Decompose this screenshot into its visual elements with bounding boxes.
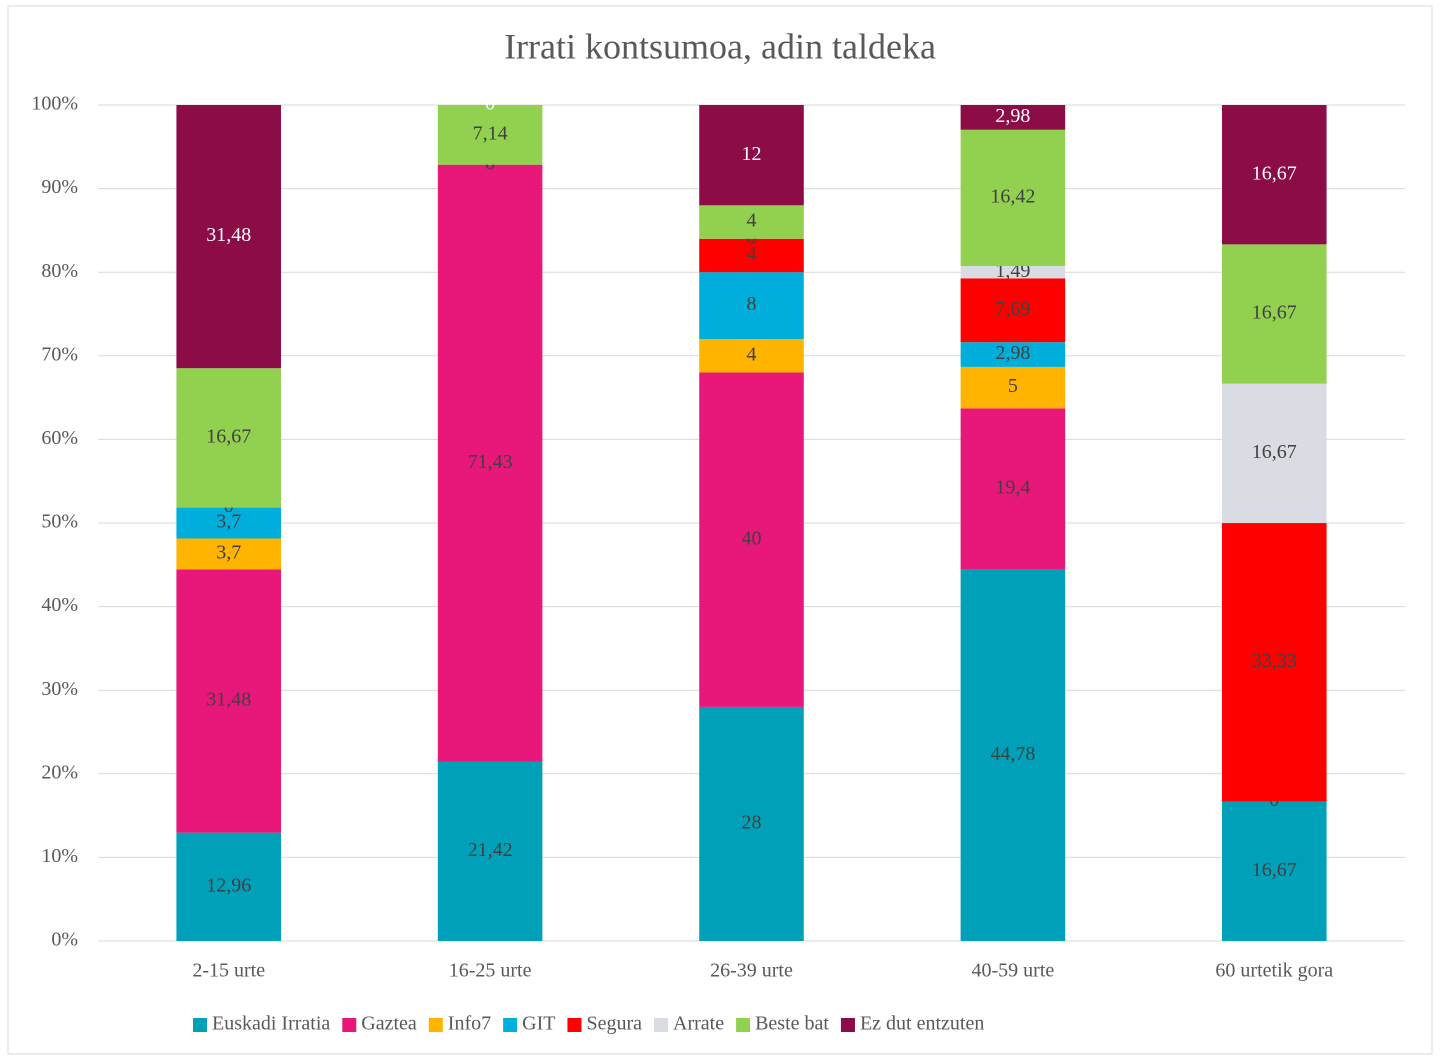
- legend-label: Arrate: [673, 1013, 724, 1035]
- y-tick-label: 60%: [41, 427, 78, 449]
- bar-segment: [960, 129, 1066, 266]
- y-tick-label: 10%: [41, 845, 78, 867]
- bar-segment: [1222, 801, 1327, 941]
- data-label: 31,48: [206, 689, 251, 711]
- data-label: 5: [1008, 375, 1018, 397]
- data-label: 33,33: [1252, 650, 1297, 672]
- legend-swatch: [654, 1018, 668, 1032]
- bar-segment: [1222, 244, 1327, 384]
- data-label: 8: [747, 293, 757, 315]
- legend-label: Beste bat: [755, 1013, 829, 1035]
- data-label: 19,4: [995, 476, 1030, 498]
- legend-label: Info7: [448, 1013, 491, 1035]
- y-tick-label: 100%: [31, 93, 78, 115]
- x-tick-label: 16-25 urte: [449, 960, 532, 982]
- legend-swatch: [193, 1018, 207, 1032]
- bar-segment: [960, 105, 1066, 130]
- data-label: 12: [742, 143, 762, 165]
- bar-segment: [699, 205, 804, 239]
- data-label: 4: [747, 343, 757, 365]
- legend-label: Segura: [586, 1013, 642, 1035]
- data-label: 0: [485, 93, 495, 115]
- legend-label: Gaztea: [361, 1013, 417, 1035]
- x-tick-label: 40-59 urte: [972, 960, 1055, 982]
- bar-segment: [176, 105, 281, 369]
- bar-segment: [176, 832, 281, 941]
- bar-segment: [176, 507, 281, 539]
- bar-segment: [176, 368, 281, 508]
- data-label: 4: [747, 243, 757, 265]
- y-tick-label: 40%: [41, 594, 78, 616]
- data-label: 31,48: [206, 224, 251, 246]
- x-tick-label: 2-15 urte: [192, 960, 265, 982]
- data-label: 12,96: [206, 874, 251, 896]
- legend-swatch: [503, 1018, 518, 1032]
- bar-segment: [699, 372, 804, 707]
- data-label: 2,98: [995, 105, 1030, 127]
- data-label: 16,67: [206, 425, 251, 447]
- legend-swatch: [428, 1018, 443, 1032]
- data-label: 3,7: [216, 511, 241, 533]
- y-tick-label: 90%: [41, 176, 78, 198]
- bar-segment: [699, 272, 804, 340]
- data-label: 7,14: [473, 122, 508, 144]
- legend-swatch: [736, 1018, 751, 1032]
- bar-segment: [960, 408, 1066, 570]
- y-tick-label: 50%: [41, 511, 78, 533]
- data-label: 7,69: [995, 298, 1030, 320]
- bar-segment: [960, 265, 1066, 279]
- data-label: 16,42: [990, 185, 1035, 207]
- data-label: 2,98: [995, 342, 1030, 364]
- data-label: 16,67: [1252, 859, 1297, 881]
- data-label: 16,67: [1252, 162, 1297, 184]
- data-label: 16,67: [1252, 441, 1297, 463]
- bar-segment: [1222, 523, 1327, 802]
- bar-segment: [437, 105, 543, 165]
- legend-swatch: [567, 1018, 582, 1032]
- y-tick-label: 70%: [41, 343, 78, 365]
- bar-segment: [699, 339, 804, 373]
- y-tick-label: 30%: [41, 678, 78, 700]
- bar-segment: [1222, 105, 1327, 245]
- bar-segment: [1222, 383, 1327, 524]
- bar-segment: [699, 706, 804, 941]
- legend-label: GIT: [522, 1013, 555, 1035]
- data-label: 3,7: [216, 542, 241, 564]
- y-tick-label: 20%: [41, 761, 78, 783]
- data-label: 44,78: [990, 743, 1035, 765]
- data-label: 21,42: [468, 839, 513, 861]
- data-label: 28: [742, 812, 762, 834]
- bar-segment: [437, 761, 543, 941]
- legend-swatch: [840, 1018, 855, 1032]
- data-label: 4: [747, 210, 757, 232]
- data-label: 16,67: [1252, 302, 1297, 324]
- data-label: 40: [742, 527, 762, 549]
- x-tick-label: 60 urtetik gora: [1215, 960, 1333, 982]
- bar-segment: [176, 569, 281, 833]
- bar-segment: [960, 569, 1066, 941]
- legend-label: Euskadi Irratia: [212, 1013, 330, 1035]
- y-tick-label: 80%: [41, 260, 78, 282]
- bar-segment: [960, 278, 1066, 343]
- bar-segment: [437, 164, 543, 762]
- bar-segment: [176, 538, 281, 570]
- legend-swatch: [342, 1018, 357, 1032]
- data-label: 71,43: [468, 451, 513, 473]
- y-tick-label: 0%: [51, 929, 78, 951]
- bar-segment: [699, 105, 804, 206]
- x-tick-label: 26-39 urte: [710, 960, 793, 982]
- bar-segment: [960, 342, 1066, 367]
- chart-title: Irrati kontsumoa, adin taldeka: [504, 26, 936, 66]
- legend-label: Ez dut entzuten: [860, 1013, 984, 1035]
- bar-segment: [699, 238, 804, 273]
- bar-segment: [960, 366, 1066, 409]
